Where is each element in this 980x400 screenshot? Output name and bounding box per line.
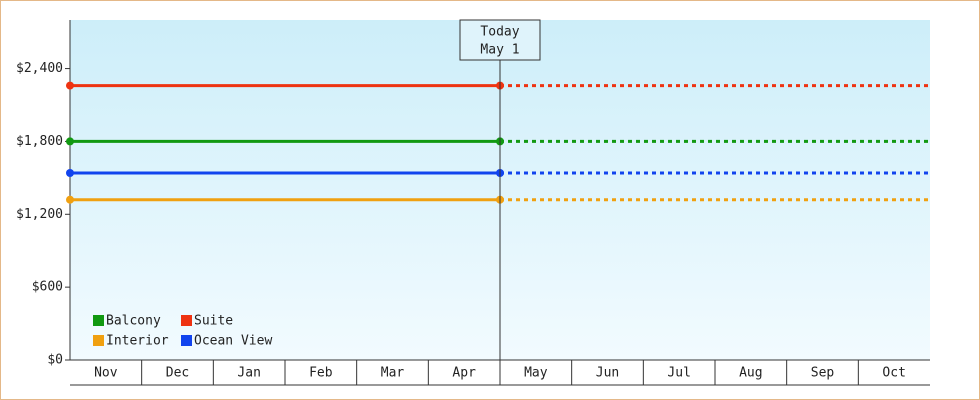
y-tick-label: $2,400 — [16, 61, 63, 76]
x-tick-label: Apr — [452, 366, 476, 381]
series-point — [66, 169, 74, 177]
legend-swatch — [181, 315, 192, 326]
x-tick-label: Jan — [237, 366, 260, 381]
legend-swatch — [93, 315, 104, 326]
y-tick-label: $1,800 — [16, 134, 63, 149]
x-tick-label: May — [524, 366, 548, 381]
today-label: Today — [480, 25, 519, 40]
legend-label: Ocean View — [194, 334, 272, 349]
y-tick-label: $600 — [32, 280, 63, 295]
y-tick-label: $0 — [47, 353, 63, 368]
y-tick-label: $1,200 — [16, 207, 63, 222]
x-tick-label: Aug — [739, 366, 762, 381]
x-tick-label: Oct — [882, 366, 905, 381]
x-tick-label: Dec — [166, 366, 189, 381]
x-tick-label: Jul — [667, 366, 690, 381]
x-tick-label: Feb — [309, 366, 333, 381]
x-tick-label: Mar — [381, 366, 405, 381]
legend-label: Balcony — [106, 314, 161, 329]
today-date: May 1 — [480, 43, 519, 58]
series-point — [66, 81, 74, 90]
legend-label: Interior — [106, 334, 169, 349]
today-box — [459, 19, 541, 61]
x-tick-label: Sep — [811, 366, 835, 381]
x-tick-label: Jun — [596, 366, 619, 381]
series-point — [66, 195, 74, 204]
x-tick-label: Nov — [94, 366, 118, 381]
legend-swatch — [181, 335, 192, 346]
legend-label: Suite — [194, 314, 233, 329]
legend-swatch — [93, 335, 104, 346]
series-point — [66, 137, 74, 146]
